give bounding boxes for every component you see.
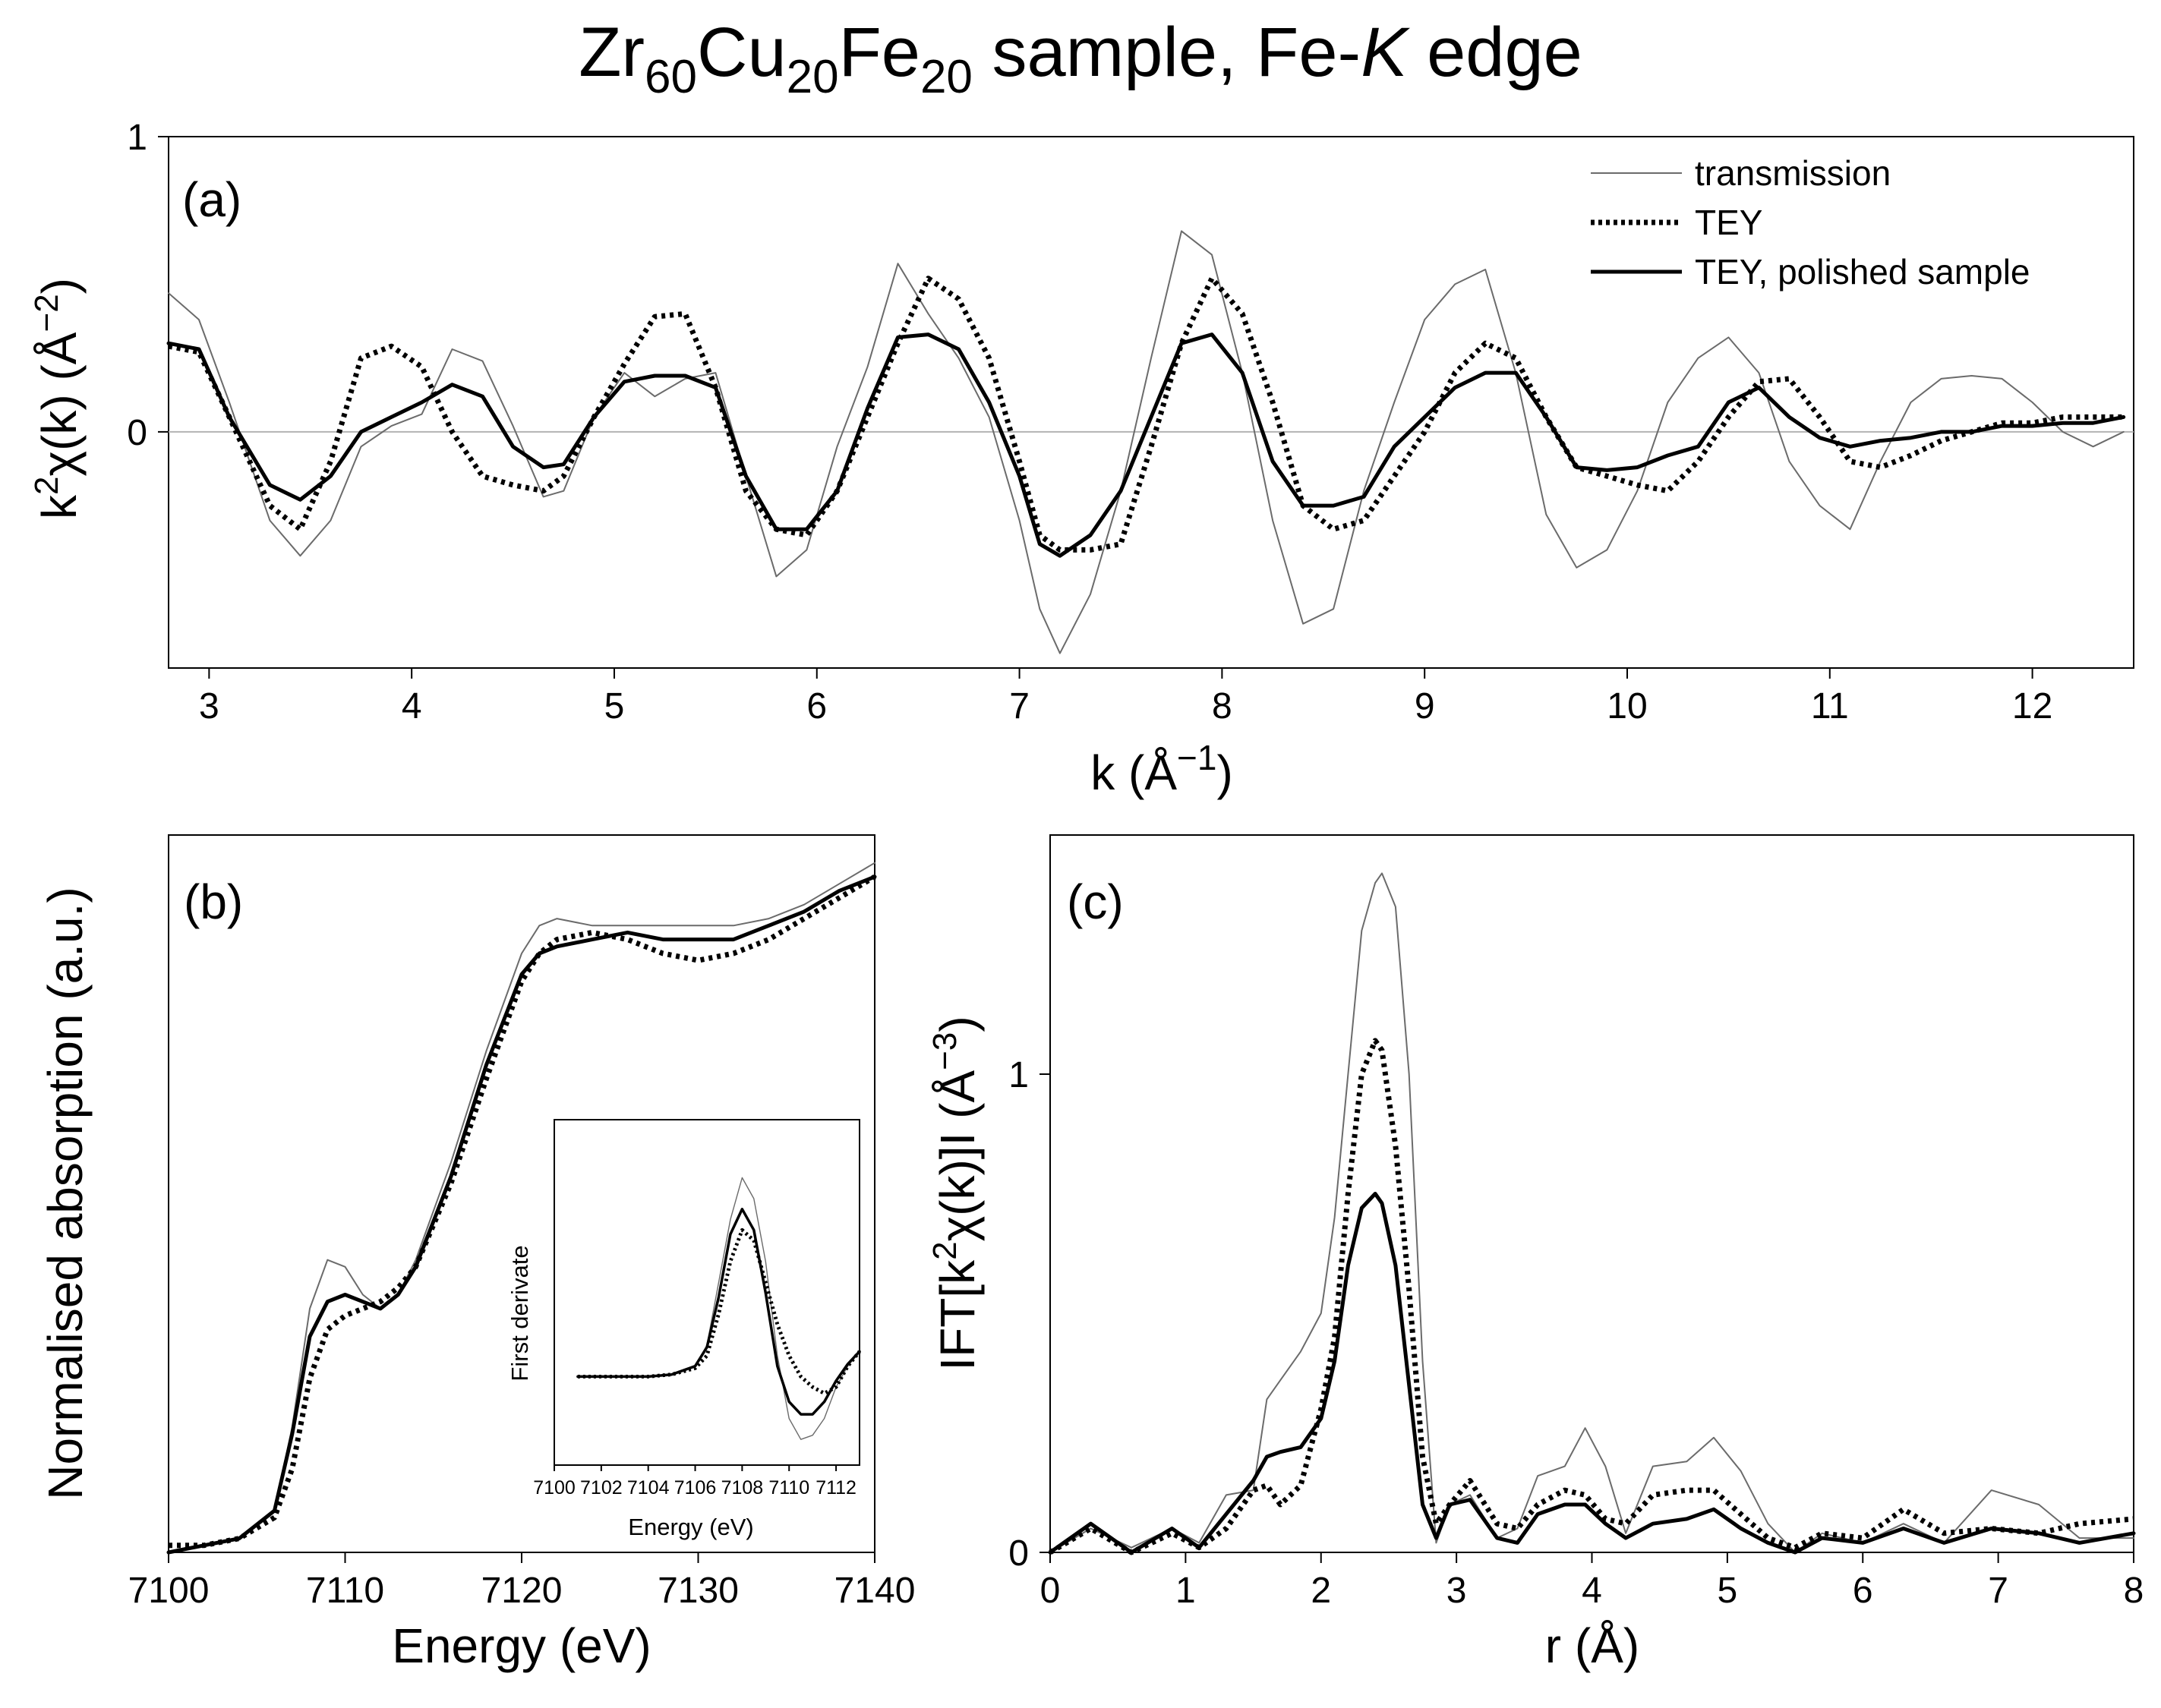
panel-c-y-label: IFT[k2χ(k)]I (Å−3) [926,1016,985,1370]
figure-title: Zr60Cu20Fe20 sample, Fe-K edge [579,14,1582,103]
panel-a-y-tick-label: 0 [127,413,147,453]
panel-b-x-label: Energy (eV) [392,1618,651,1673]
panel-a: (a) 3 4 5 6 7 8 9 10 11 12 01 transmission TEY TE… [28,118,2134,800]
panel-c-x-tick-label: 0 [1040,1571,1061,1611]
panel-c-y-tick-label: 1 [1008,1055,1029,1095]
panel-b-inset: 7100 7102 7104 7106 7108 7110 7112 Energy (eV)… [506,1119,861,1540]
panel-b-series [166,862,877,1555]
panel-c-x-label: r (Å) [1545,1618,1639,1673]
panel-a-y-tick-label: 1 [127,118,147,158]
legend-label-tey-polished: TEY, polished sample [1695,252,2030,291]
panel-a-series-tey [168,276,2124,553]
inset-x-tick-label: 7112 [816,1477,857,1498]
inset-series-tey-polished-sample [576,1208,861,1416]
panel-a-x-tick-label: 10 [1607,686,1647,726]
panel-c-series-transmission [1049,872,2134,1553]
panel-c-letter: (c) [1067,874,1124,929]
panel-c-x-tick-label: 1 [1175,1571,1196,1611]
inset-x-tick-label: 7104 [627,1477,670,1498]
panel-b-x-ticks: 7100 7110 7120 7130 7140 [128,1552,916,1611]
panel-b-x-tick-label: 7140 [834,1571,916,1611]
panel-a-x-label: k (Å−1) [1090,738,1233,800]
panel-a-x-ticks: 3 4 5 6 7 8 9 10 11 12 [199,668,2052,726]
panel-b-x-tick-label: 7100 [128,1571,210,1611]
panel-a-series [166,230,2126,654]
panel-a-x-tick-label: 9 [1415,686,1435,726]
panel-c-x-ticks: 0 1 2 3 4 5 6 7 8 [1040,1552,2144,1611]
panel-b-y-label: Normalised absorption (a.u.) [38,887,93,1499]
inset-x-tick-label: 7110 [768,1477,809,1498]
panel-a-series-transmission [168,230,2125,654]
inset-x-tick-label: 7106 [674,1477,717,1498]
panel-c-x-tick-label: 4 [1582,1571,1602,1611]
panel-c-series-tey [1049,1038,2134,1555]
legend: transmission TEY TEY, polished sample [1591,153,2030,291]
panel-b-series-tey-polished-sample [166,874,877,1555]
panel-b-x-tick-label: 7110 [306,1571,384,1611]
panel-c-x-tick-label: 2 [1311,1571,1331,1611]
panel-c-y-ticks: 01 [1008,1055,1050,1574]
panel-c-frame [1049,834,2134,1553]
panel-b-x-tick-label: 7130 [658,1571,739,1611]
inset-y-label: First derivate [506,1245,533,1381]
panel-a-x-tick-label: 3 [199,686,219,726]
inset-x-ticks: 7100 7102 7104 7106 7108 7110 7112 [533,1465,857,1498]
inset-x-tick-label: 7108 [721,1477,764,1498]
legend-label-transmission: transmission [1695,153,1891,193]
inset-x-label: Energy (eV) [628,1514,753,1540]
legend-label-tey: TEY [1695,203,1762,242]
panel-c-x-tick-label: 6 [1853,1571,1873,1611]
panel-c-x-tick-label: 8 [2124,1571,2144,1611]
panel-c-series-tey-polished-sample [1048,1192,2136,1555]
panel-a-x-tick-label: 11 [1811,686,1849,726]
panel-b-series-tey [169,874,876,1549]
inset-series-tey [577,1227,861,1395]
panel-a-y-label: k2χ(k) (Å−2) [28,278,87,519]
panel-a-x-tick-label: 4 [402,686,422,726]
inset-series [576,1177,861,1440]
panel-a-series-tey-polished-sample [166,332,2126,558]
panel-a-x-tick-label: 8 [1212,686,1232,726]
panel-c-x-tick-label: 7 [1988,1571,2008,1611]
panel-c-x-tick-label: 3 [1446,1571,1467,1611]
panel-a-x-tick-label: 5 [604,686,625,726]
inset-x-tick-label: 7100 [533,1477,576,1498]
panel-a-y-ticks: 01 [127,118,169,453]
panel-c-y-tick-label: 0 [1008,1533,1029,1574]
panel-a-frame [168,136,2134,669]
panel-c-x-tick-label: 5 [1718,1571,1738,1611]
panel-b-x-tick-label: 7120 [481,1571,563,1611]
panel-a-x-tick-label: 6 [806,686,827,726]
panel-b: (b) 7100 7110 7120 7130 7140 Energy (eV) Nor… [38,834,916,1673]
panel-a-x-tick-label: 12 [2012,686,2052,726]
panel-a-x-tick-label: 7 [1009,686,1030,726]
panel-c-series [1048,872,2136,1555]
inset-x-tick-label: 7102 [580,1477,623,1498]
panel-a-letter: (a) [182,172,241,227]
panel-b-letter: (b) [184,874,243,929]
inset-frame [554,1119,860,1466]
